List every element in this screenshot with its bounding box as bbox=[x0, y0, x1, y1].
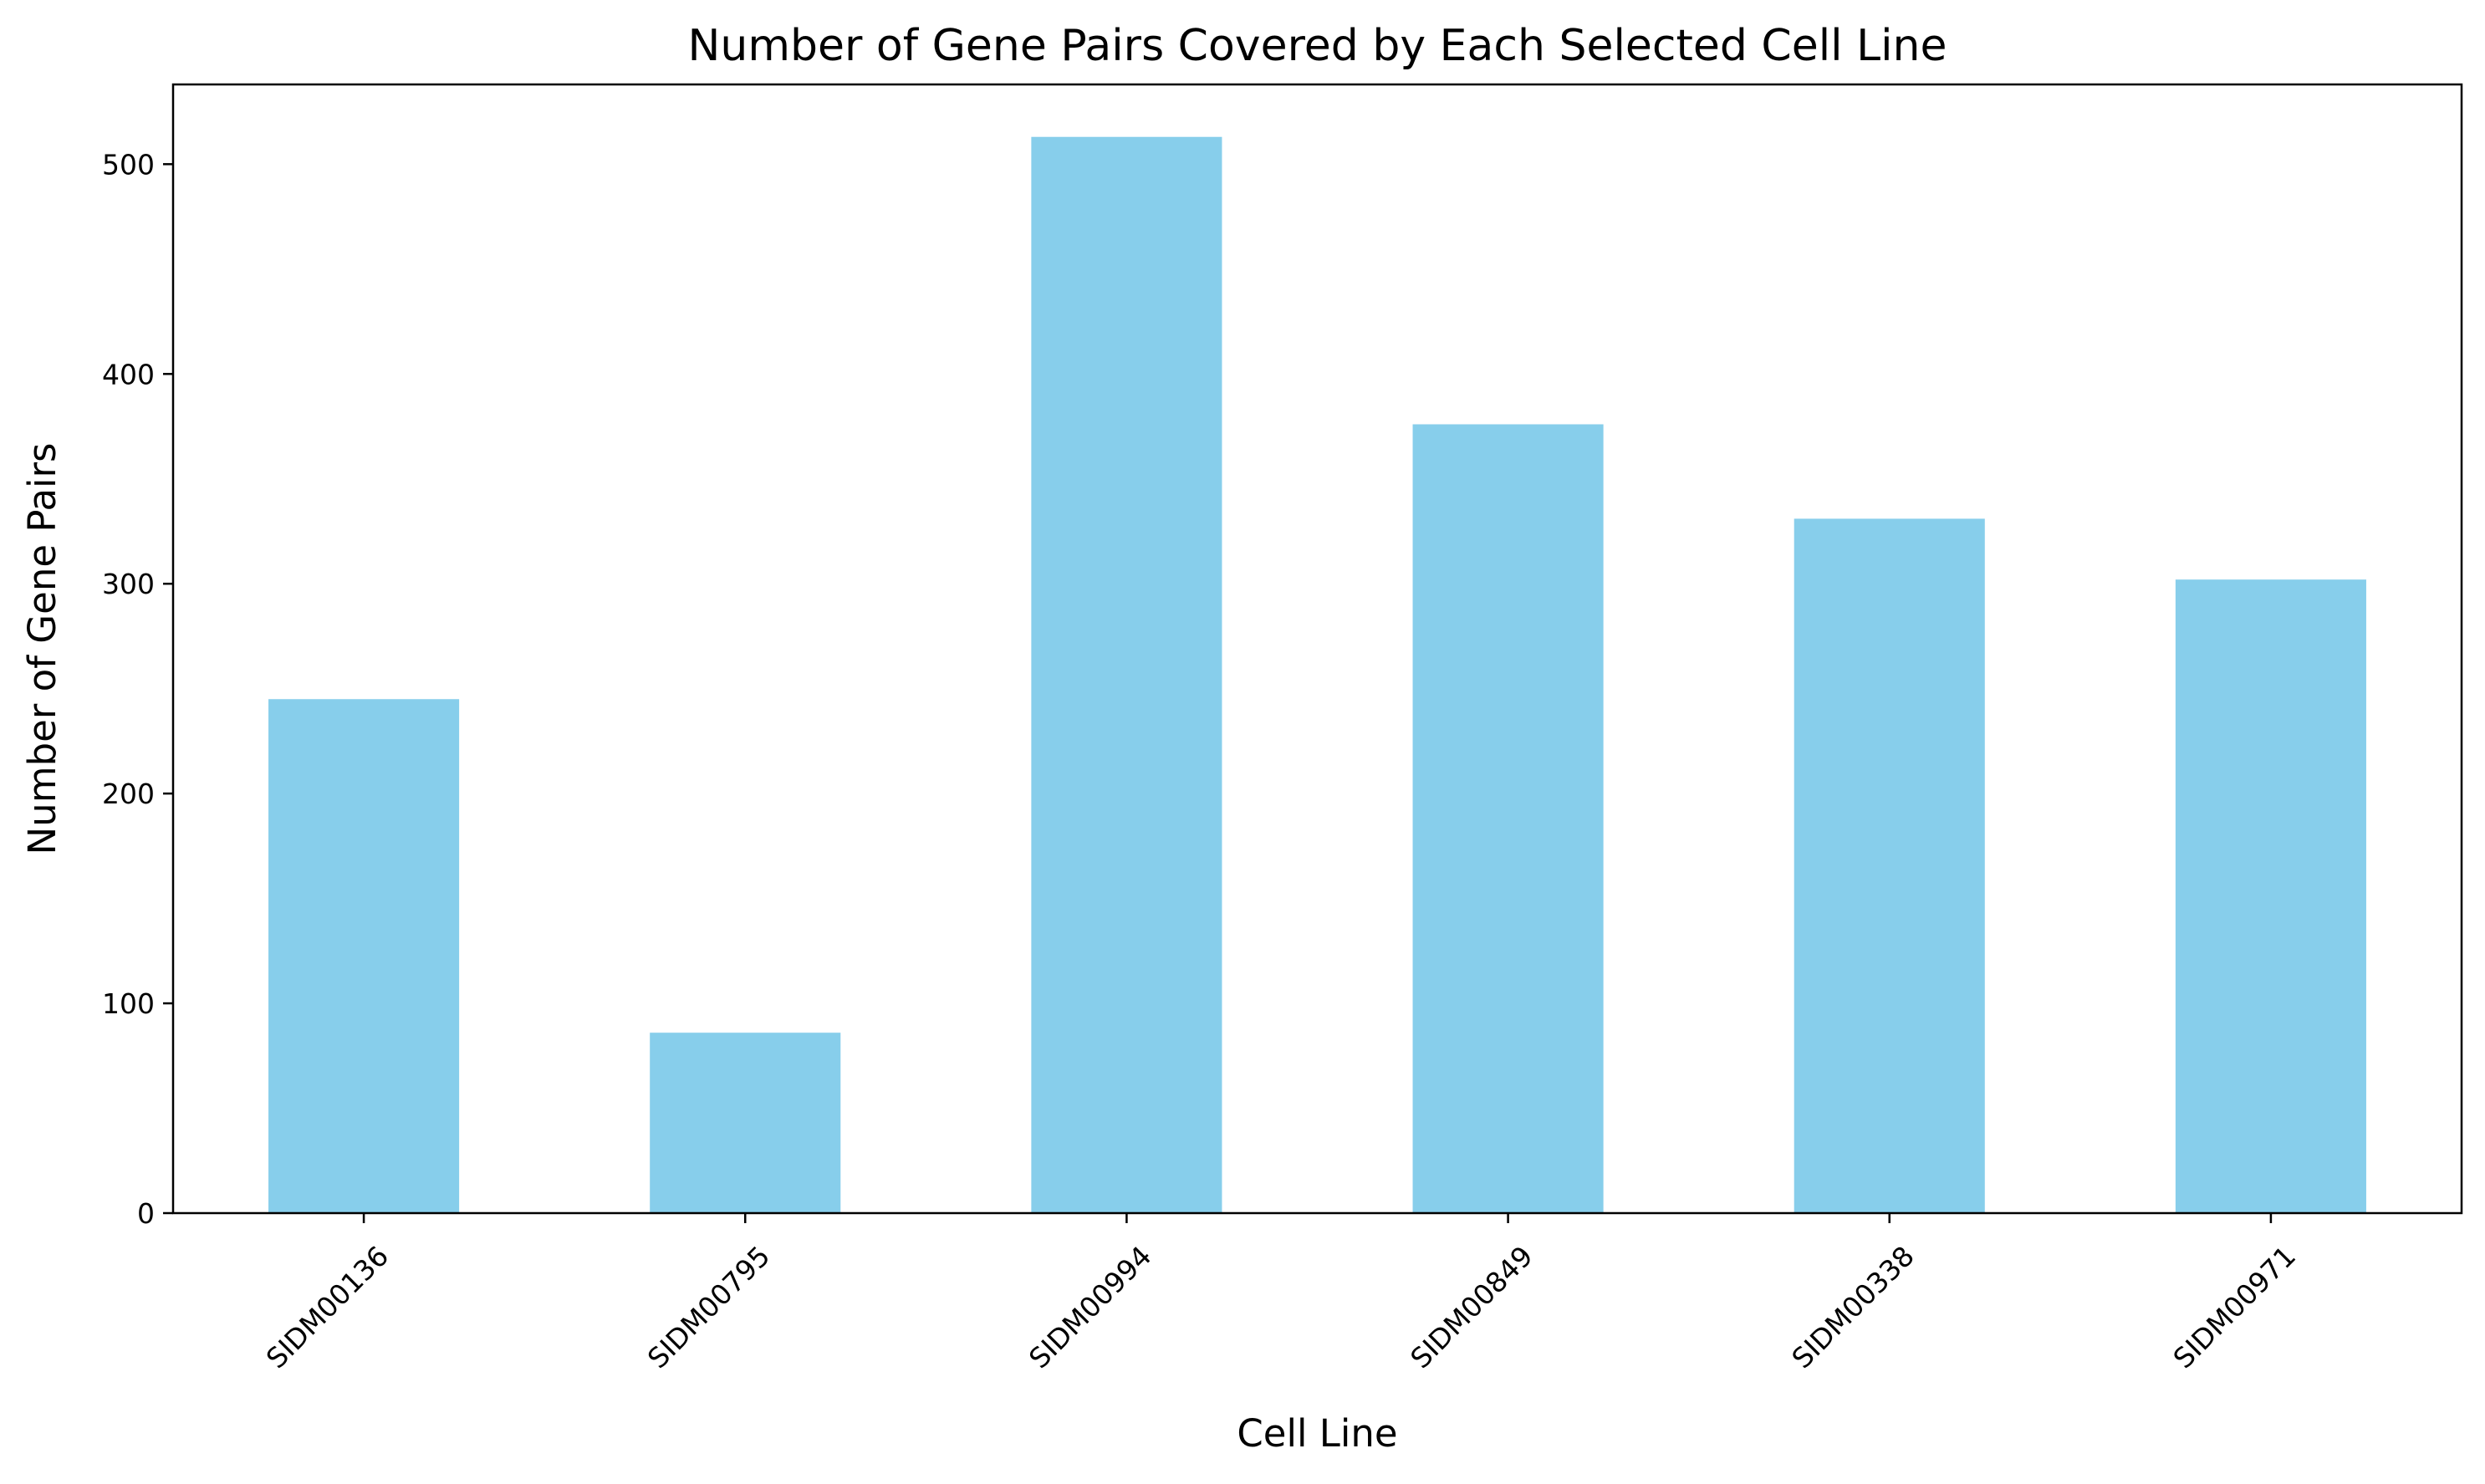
x-tick-label: SIDM00994 bbox=[1023, 1240, 1158, 1375]
y-tick-label: 400 bbox=[102, 358, 155, 390]
x-tick-label: SIDM00971 bbox=[2167, 1240, 2303, 1375]
y-tick-label: 500 bbox=[102, 148, 155, 181]
y-tick-label: 0 bbox=[137, 1197, 155, 1230]
bar-sidm00338 bbox=[1794, 518, 1985, 1213]
bar-sidm00849 bbox=[1412, 424, 1604, 1213]
bar-sidm00971 bbox=[2175, 579, 2366, 1213]
bar-sidm00994 bbox=[1031, 136, 1222, 1214]
x-tick-label: SIDM00136 bbox=[260, 1240, 395, 1375]
x-axis-ticks: SIDM00136 SIDM00795 SIDM00994 SIDM00849 SIDM… bbox=[260, 1213, 2302, 1374]
x-axis-label: Cell Line bbox=[1237, 1411, 1397, 1456]
y-axis-ticks: 0 100 200 300 400 500 bbox=[102, 148, 173, 1230]
plot-frame bbox=[171, 83, 2463, 1215]
x-tick-label: SIDM00795 bbox=[641, 1240, 777, 1375]
bar-sidm00795 bbox=[650, 1033, 841, 1213]
x-tick-label: SIDM00338 bbox=[1785, 1240, 1921, 1375]
y-tick-label: 300 bbox=[102, 568, 155, 600]
y-tick-label: 100 bbox=[102, 987, 155, 1020]
x-tick-label: SIDM00849 bbox=[1404, 1240, 1539, 1375]
y-axis-label: Number of Gene Pairs bbox=[20, 443, 64, 855]
bar-sidm00136 bbox=[268, 699, 460, 1213]
y-tick-label: 200 bbox=[102, 778, 155, 810]
bars-group bbox=[268, 136, 2366, 1214]
chart-title: Number of Gene Pairs Covered by Each Sel… bbox=[688, 21, 1947, 71]
